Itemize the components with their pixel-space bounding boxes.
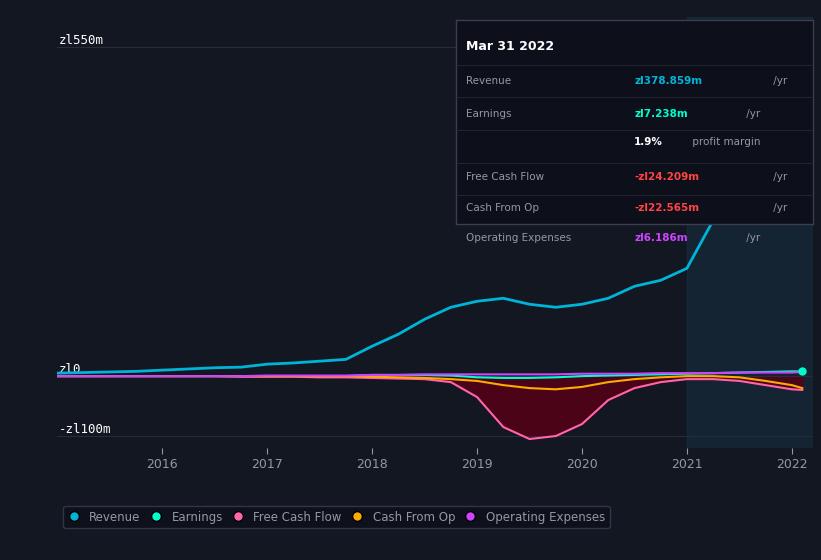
Text: zl7.238m: zl7.238m [635, 109, 688, 119]
Text: /yr: /yr [770, 203, 787, 213]
Text: Free Cash Flow: Free Cash Flow [466, 172, 544, 182]
Text: Earnings: Earnings [466, 109, 511, 119]
Bar [687, 17, 813, 448]
Text: 1.9%: 1.9% [635, 137, 663, 147]
Text: profit margin: profit margin [689, 137, 760, 147]
Text: -zl100m: -zl100m [58, 423, 111, 436]
Text: zl378.859m: zl378.859m [635, 76, 702, 86]
Legend: Revenue, Earnings, Free Cash Flow, Cash From Op, Operating Expenses: Revenue, Earnings, Free Cash Flow, Cash … [63, 506, 610, 528]
Text: Mar 31 2022: Mar 31 2022 [466, 40, 554, 53]
Text: Revenue: Revenue [466, 76, 511, 86]
Text: /yr: /yr [743, 234, 760, 243]
Text: zl6.186m: zl6.186m [635, 234, 688, 243]
Text: Cash From Op: Cash From Op [466, 203, 539, 213]
Text: Operating Expenses: Operating Expenses [466, 234, 571, 243]
Text: zl550m: zl550m [58, 34, 103, 46]
Text: /yr: /yr [770, 76, 787, 86]
Text: zl0: zl0 [58, 363, 81, 376]
Text: /yr: /yr [743, 109, 760, 119]
Text: -zl24.209m: -zl24.209m [635, 172, 699, 182]
Text: -zl22.565m: -zl22.565m [635, 203, 699, 213]
Text: /yr: /yr [770, 172, 787, 182]
